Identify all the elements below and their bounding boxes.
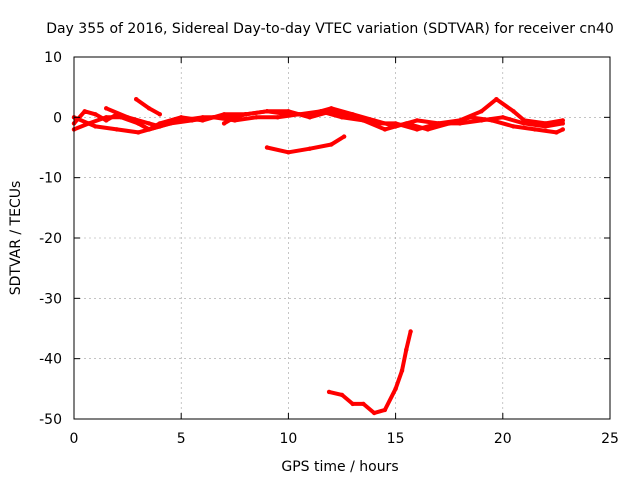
- data-point: [350, 401, 355, 407]
- data-point: [168, 121, 173, 126]
- data-point: [329, 142, 334, 147]
- data-point: [275, 115, 280, 120]
- y-tick-label: -50: [39, 412, 62, 428]
- data-point: [307, 146, 312, 151]
- x-tick-label: 0: [70, 431, 79, 447]
- data-point: [189, 118, 195, 123]
- data-point: [211, 115, 216, 120]
- data-point: [307, 115, 312, 120]
- y-tick-label: -40: [39, 352, 62, 368]
- data-point: [382, 127, 388, 132]
- data-point: [372, 410, 377, 416]
- y-tick-label: 0: [53, 110, 62, 126]
- data-point: [382, 407, 388, 413]
- data-point: [408, 329, 413, 334]
- data-point: [157, 112, 162, 117]
- series-track-4: [104, 106, 162, 129]
- data-point: [104, 106, 109, 111]
- data-point: [361, 118, 366, 123]
- data-point: [125, 115, 130, 120]
- y-tick-label: -10: [39, 171, 62, 187]
- x-tick-label: 20: [494, 431, 512, 447]
- x-tick-label: 15: [387, 431, 405, 447]
- data-point: [286, 109, 291, 114]
- data-point: [339, 115, 345, 120]
- data-point: [254, 115, 259, 120]
- data-point: [532, 127, 538, 132]
- data-point: [232, 115, 237, 120]
- data-point: [341, 134, 347, 139]
- data-point: [554, 130, 559, 135]
- data-point: [82, 109, 87, 114]
- data-point: [286, 150, 291, 155]
- data-point: [489, 118, 495, 123]
- data-point: [399, 368, 405, 373]
- x-tick-label: 5: [177, 431, 186, 447]
- y-tick-label: -20: [39, 231, 62, 247]
- y-axis-label: SDTVAR / TECUs: [8, 181, 24, 296]
- data-point: [221, 121, 227, 126]
- data-point: [326, 389, 332, 395]
- data-point: [404, 121, 409, 126]
- x-axis-label: GPS time / hours: [281, 459, 398, 475]
- data-point: [146, 121, 152, 126]
- data-point: [404, 347, 409, 352]
- data-point: [136, 130, 141, 135]
- data-point: [296, 112, 302, 117]
- axes: 0 5 10 15 20 25 -50 -40 -30 -20 -10 0 10: [39, 50, 619, 447]
- data-point: [522, 121, 527, 126]
- data-point: [318, 109, 323, 114]
- y-tick-label: -30: [39, 291, 62, 307]
- data-point: [339, 392, 345, 398]
- series-track-8: [327, 329, 413, 415]
- data-point: [511, 109, 516, 114]
- data-point: [468, 115, 473, 120]
- data-point: [560, 121, 565, 126]
- x-tick-label: 10: [279, 431, 297, 447]
- data-point: [93, 124, 98, 129]
- data-point: [93, 112, 98, 117]
- data-point: [243, 112, 248, 117]
- data-point: [264, 145, 270, 150]
- data-point: [543, 124, 548, 129]
- data-point: [146, 106, 152, 111]
- data-point: [425, 127, 430, 132]
- data-point: [146, 127, 152, 132]
- data-point: [500, 115, 505, 120]
- data-point: [104, 115, 109, 120]
- data-point: [114, 127, 120, 132]
- data-point: [414, 118, 420, 123]
- x-tick-label: 25: [601, 431, 619, 447]
- data-point: [86, 121, 92, 126]
- y-tick-label: 10: [44, 50, 62, 66]
- data-point: [393, 386, 398, 391]
- data-point: [511, 124, 516, 129]
- data-point: [479, 109, 484, 114]
- data-point: [134, 97, 139, 102]
- chart-title: Day 355 of 2016, Sidereal Day-to-day VTE…: [46, 21, 614, 37]
- data-point: [447, 121, 452, 126]
- data-point: [157, 124, 162, 129]
- series-layer: [71, 97, 565, 416]
- data-point: [264, 109, 270, 114]
- data-point: [560, 127, 565, 132]
- data-point: [494, 97, 499, 102]
- data-point: [361, 401, 366, 407]
